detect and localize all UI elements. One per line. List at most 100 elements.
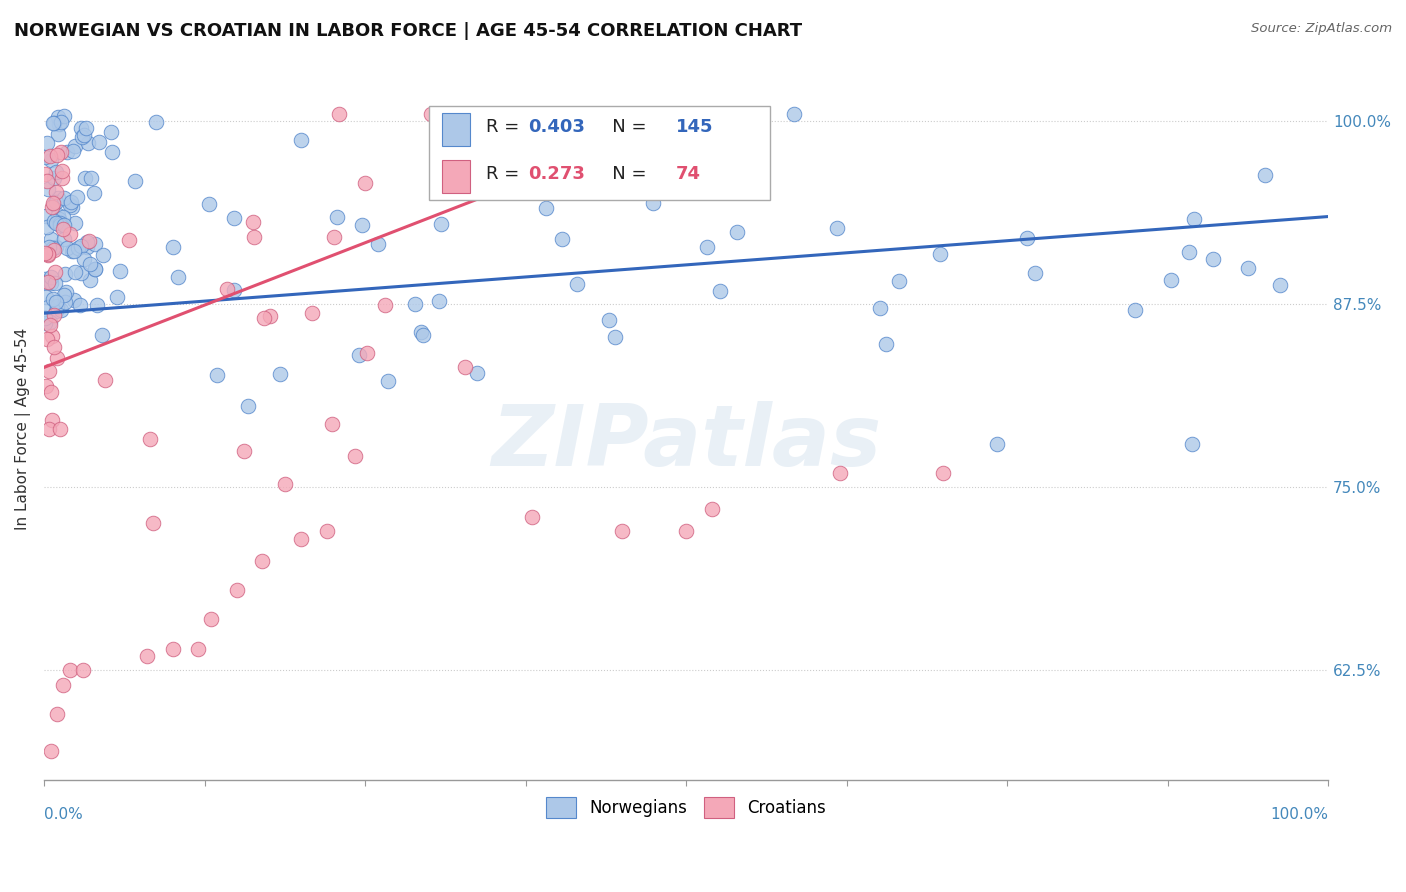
Point xyxy=(326,211,349,225)
Point xyxy=(44,276,66,290)
Point xyxy=(48,117,70,131)
Point xyxy=(454,359,477,374)
Point xyxy=(252,554,274,568)
Point xyxy=(70,120,93,135)
Point xyxy=(48,216,70,230)
Point xyxy=(86,298,108,312)
Y-axis label: In Labor Force | Age 45-54: In Labor Force | Age 45-54 xyxy=(15,327,31,530)
Point xyxy=(39,153,62,167)
Point xyxy=(45,351,67,365)
Point xyxy=(45,216,67,230)
Point xyxy=(75,171,97,186)
Point xyxy=(45,165,67,179)
Point xyxy=(353,176,375,190)
Point xyxy=(53,287,76,301)
Point xyxy=(641,196,664,211)
Point xyxy=(34,246,56,260)
Text: N =: N = xyxy=(595,165,652,183)
Text: 0.403: 0.403 xyxy=(529,118,585,136)
Point xyxy=(35,220,58,235)
Point xyxy=(34,316,56,330)
Point xyxy=(1178,244,1201,259)
Point xyxy=(1237,261,1260,276)
Point xyxy=(242,215,264,229)
Point xyxy=(55,145,77,159)
Point xyxy=(39,232,62,246)
Text: 0.0%: 0.0% xyxy=(44,806,83,822)
Point xyxy=(465,366,488,380)
Point xyxy=(315,524,337,539)
Point xyxy=(35,136,58,150)
Point xyxy=(52,191,75,205)
Point xyxy=(76,235,98,250)
Point xyxy=(224,211,246,225)
Point xyxy=(328,107,350,121)
Point xyxy=(39,269,62,284)
Point xyxy=(352,218,374,232)
Point xyxy=(100,145,122,160)
Point xyxy=(34,150,56,164)
Point xyxy=(67,241,90,255)
Point xyxy=(409,325,432,339)
Point xyxy=(187,641,209,656)
Point xyxy=(1254,169,1277,183)
Text: R =: R = xyxy=(486,118,524,136)
Point xyxy=(598,313,620,327)
Point xyxy=(142,516,165,530)
Point xyxy=(42,214,65,228)
Point xyxy=(135,648,157,663)
Point xyxy=(45,148,67,162)
Point xyxy=(39,149,62,163)
Point xyxy=(39,276,62,290)
Point xyxy=(301,306,323,320)
Point xyxy=(49,302,72,317)
Point xyxy=(34,276,56,290)
Point xyxy=(782,107,804,121)
Point xyxy=(83,262,105,277)
Point xyxy=(1268,278,1291,293)
Point xyxy=(52,109,75,123)
Point xyxy=(377,374,399,388)
Point xyxy=(37,248,59,262)
Point xyxy=(374,297,396,311)
Point xyxy=(432,170,454,185)
Point xyxy=(343,450,366,464)
Point xyxy=(80,171,103,186)
Point xyxy=(59,664,82,678)
Point xyxy=(1123,303,1146,318)
Point xyxy=(215,282,238,296)
Point xyxy=(90,328,112,343)
FancyBboxPatch shape xyxy=(443,160,471,194)
Point xyxy=(550,232,572,246)
Point xyxy=(39,384,62,399)
Point xyxy=(63,216,86,230)
Point xyxy=(38,239,60,253)
Point xyxy=(41,329,63,343)
Point xyxy=(46,127,69,141)
Point xyxy=(63,139,86,153)
Point xyxy=(37,182,59,196)
Point xyxy=(367,236,389,251)
Point xyxy=(76,240,98,254)
Point xyxy=(1160,273,1182,287)
Point xyxy=(48,212,70,227)
Point xyxy=(1182,211,1205,226)
Point xyxy=(37,246,59,260)
Point xyxy=(45,294,67,309)
Point xyxy=(520,183,543,197)
Point xyxy=(69,239,91,253)
Point xyxy=(44,265,66,279)
Point xyxy=(603,330,626,344)
Point xyxy=(35,332,58,346)
Point xyxy=(1024,266,1046,280)
Point xyxy=(34,272,56,286)
Text: R =: R = xyxy=(486,165,524,183)
Point xyxy=(41,241,63,255)
Point xyxy=(83,186,105,200)
Text: NORWEGIAN VS CROATIAN IN LABOR FORCE | AGE 45-54 CORRELATION CHART: NORWEGIAN VS CROATIAN IN LABOR FORCE | A… xyxy=(14,22,803,40)
Point xyxy=(91,248,114,262)
Point xyxy=(94,373,117,387)
Point xyxy=(928,247,950,261)
Point xyxy=(53,267,76,281)
Point xyxy=(52,210,75,224)
